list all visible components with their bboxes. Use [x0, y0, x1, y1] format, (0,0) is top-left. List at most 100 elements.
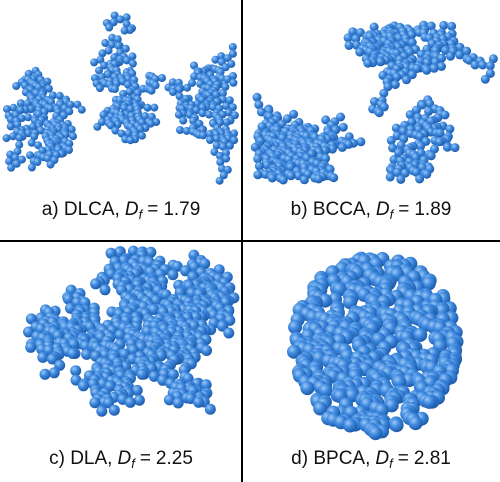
caption-subscript: f — [139, 207, 144, 222]
particle — [348, 27, 358, 37]
particle — [485, 61, 495, 71]
particle — [254, 161, 264, 171]
caption-value: 2.81 — [414, 448, 451, 469]
particle — [12, 82, 21, 90]
caption-variable: D — [117, 448, 131, 469]
particle — [212, 141, 221, 150]
caption-relation: = — [140, 448, 151, 469]
particle — [388, 143, 398, 153]
particle — [206, 136, 214, 144]
particle — [351, 34, 361, 44]
particle — [5, 157, 14, 166]
particle — [126, 136, 135, 145]
particle — [230, 136, 239, 145]
particle — [111, 126, 120, 135]
particle — [212, 134, 221, 143]
particle — [426, 21, 436, 31]
particle — [407, 38, 417, 47]
particle — [104, 46, 113, 55]
particle — [67, 125, 76, 134]
particle — [77, 380, 89, 392]
particle — [396, 140, 406, 150]
particle — [394, 148, 404, 158]
particle — [400, 168, 410, 178]
particle — [408, 416, 423, 431]
particle — [44, 84, 53, 93]
particle — [287, 344, 301, 359]
particle — [356, 137, 366, 147]
particle — [37, 351, 49, 363]
particle — [188, 78, 196, 87]
particle — [470, 60, 480, 70]
particle — [435, 128, 445, 138]
particle — [389, 418, 404, 433]
particle — [383, 82, 393, 92]
particle — [15, 140, 24, 149]
particle — [13, 147, 22, 156]
particle — [116, 15, 125, 24]
particle — [422, 169, 432, 179]
particle — [278, 175, 288, 185]
caption-label: a) DLCA, — [42, 199, 120, 220]
particle — [128, 59, 137, 68]
particle — [222, 148, 230, 157]
particle — [480, 74, 490, 84]
particle — [216, 320, 228, 332]
particle — [43, 154, 52, 163]
particle — [338, 122, 348, 132]
particle — [182, 126, 191, 135]
particle — [215, 151, 224, 160]
particle — [442, 142, 452, 152]
panel-caption: b) BCCA, Df = 1.89 — [291, 199, 452, 222]
particle — [344, 132, 354, 142]
particle — [33, 158, 42, 166]
particle — [392, 374, 407, 389]
panel-caption: d) BPCA, Df = 2.81 — [291, 448, 451, 471]
particle — [136, 368, 148, 380]
particle — [9, 103, 18, 112]
particle — [15, 133, 24, 142]
particle — [321, 153, 331, 163]
particle — [224, 108, 233, 117]
particle — [39, 368, 51, 380]
particle — [104, 70, 112, 79]
particle — [120, 103, 129, 112]
particle — [189, 116, 198, 125]
particle — [141, 112, 150, 121]
particle — [222, 102, 231, 110]
particle — [26, 151, 34, 160]
particle — [223, 54, 232, 63]
particle — [46, 353, 58, 365]
particle — [435, 137, 445, 147]
particle — [109, 18, 118, 27]
particle — [223, 165, 232, 174]
particle — [168, 88, 177, 96]
particle — [24, 129, 33, 138]
particle — [222, 154, 231, 163]
particle — [105, 247, 117, 259]
particle — [175, 85, 184, 94]
particle — [440, 110, 450, 120]
particle — [65, 146, 73, 154]
particle — [25, 313, 37, 325]
particle — [209, 103, 218, 112]
panel-caption: a) DLCA, Df = 1.79 — [42, 199, 201, 222]
particle — [192, 106, 201, 115]
particle — [143, 103, 152, 112]
particle — [343, 33, 353, 43]
particle — [288, 320, 303, 335]
particle — [219, 171, 228, 180]
particle — [199, 131, 207, 140]
particle — [368, 426, 383, 441]
particle — [124, 129, 133, 138]
particle — [344, 40, 354, 50]
particle — [99, 284, 111, 296]
particle — [407, 70, 417, 80]
particle — [407, 117, 417, 127]
particle — [11, 153, 20, 162]
particle — [46, 104, 55, 113]
particle — [146, 119, 155, 128]
particle — [167, 369, 179, 380]
particle — [205, 130, 214, 139]
particle — [150, 103, 159, 112]
